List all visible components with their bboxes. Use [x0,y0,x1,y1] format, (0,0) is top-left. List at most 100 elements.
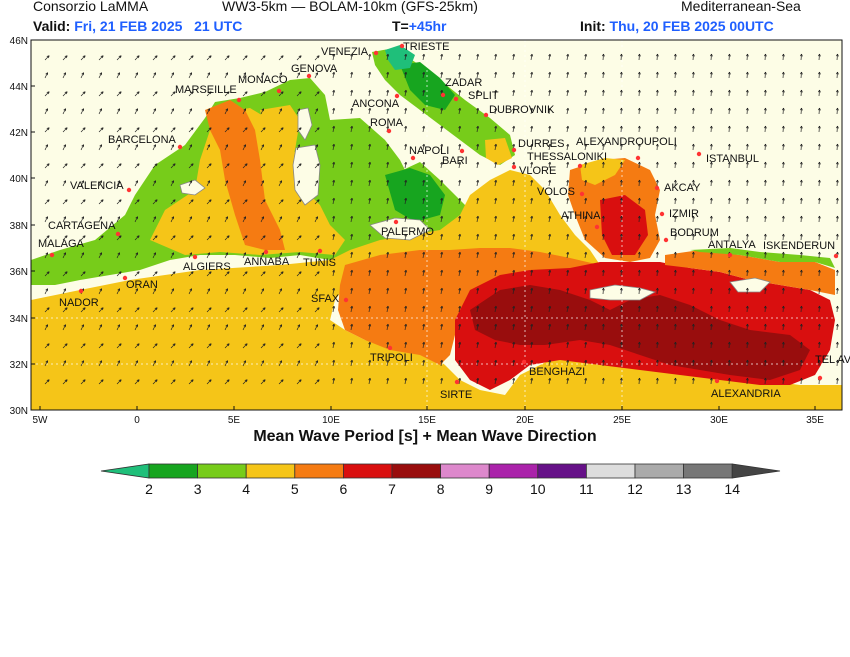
direction-arrow [188,108,193,115]
direction-arrow [170,379,176,385]
direction-arrow [368,125,372,133]
direction-arrow [422,53,426,61]
direction-arrow [530,125,534,133]
city-marker [453,96,459,102]
direction-arrow [458,287,462,295]
direction-arrow [350,359,354,367]
direction-arrow [476,323,480,331]
direction-arrow [673,377,677,385]
direction-arrow [386,161,390,169]
direction-arrow [314,163,320,169]
direction-arrow [530,215,534,223]
direction-arrow [224,216,229,223]
direction-arrow [368,197,372,205]
direction-arrow [296,91,302,97]
direction-arrow [494,269,498,277]
direction-arrow [134,324,139,331]
direction-arrow [44,199,50,205]
direction-arrow [296,379,302,385]
direction-arrow [530,341,534,349]
direction-arrow [619,251,623,259]
direction-arrow [709,71,713,79]
direction-arrow [727,179,731,187]
direction-arrow [332,89,336,97]
direction-arrow [224,307,230,313]
direction-arrow [763,125,767,133]
lon-tick-label: 5E [228,415,241,426]
direction-arrow [781,143,785,151]
direction-arrow [673,323,677,331]
city-marker [393,219,399,225]
direction-arrow [386,179,390,187]
direction-arrow [835,269,839,277]
direction-arrow [799,377,803,385]
city-name: VENEZIA [321,46,369,58]
direction-arrow [404,269,408,277]
city-name: NADOR [59,297,99,309]
direction-arrow [637,71,641,79]
direction-arrow [62,307,68,313]
direction-arrow [260,252,265,259]
direction-arrow [817,341,821,349]
city-name: GENOVA [291,63,338,75]
direction-arrow [278,271,284,277]
direction-arrow [709,161,713,169]
direction-arrow [673,269,677,277]
direction-arrow [206,108,211,115]
colorbar-label: 3 [194,481,202,497]
direction-arrow [98,324,103,331]
direction-arrow [781,125,785,133]
map-title: Mean Wave Period [s] + Mean Wave Directi… [253,428,597,445]
direction-arrow [512,107,516,115]
direction-arrow [566,233,570,241]
direction-arrow [601,269,605,277]
direction-arrow [745,287,749,295]
direction-arrow [224,252,229,259]
direction-arrow [673,233,677,241]
direction-arrow [799,89,803,97]
direction-arrow [242,324,247,331]
direction-arrow [637,215,641,223]
direction-arrow [584,53,588,61]
direction-arrow [619,143,623,151]
lat-tick-label: 32N [10,360,28,371]
direction-arrow [655,89,659,97]
direction-arrow [62,343,68,349]
direction-arrow [637,269,641,277]
direction-arrow [80,307,86,313]
direction-arrow [152,216,157,223]
direction-arrow [314,144,319,151]
direction-arrow [314,216,319,223]
direction-arrow [835,179,839,187]
direction-arrow [727,161,731,169]
direction-arrow [817,161,821,169]
direction-arrow [188,163,194,169]
direction-arrow [80,144,85,151]
direction-arrow [835,233,839,241]
direction-arrow [745,197,749,205]
city-name: BARI [442,155,468,167]
direction-arrow [817,143,821,151]
direction-arrow [476,125,480,133]
direction-arrow [799,107,803,115]
direction-arrow [278,324,283,331]
direction-arrow [673,215,677,223]
direction-arrow [781,305,785,313]
direction-arrow [566,161,570,169]
direction-arrow [296,271,302,277]
direction-arrow [494,215,498,223]
direction-arrow [152,199,158,205]
direction-arrow [476,179,480,187]
direction-arrow [350,305,354,313]
lat-tick-label: 46N [10,36,28,47]
direction-arrow [440,197,444,205]
direction-arrow [835,287,839,295]
direction-arrow [835,89,839,97]
direction-arrow [817,89,821,97]
city-name: MALAGA [38,238,85,250]
lat-tick-label: 36N [10,267,28,278]
direction-arrow [530,143,534,151]
city-name: SFAX [311,293,340,305]
city-marker [386,128,392,134]
